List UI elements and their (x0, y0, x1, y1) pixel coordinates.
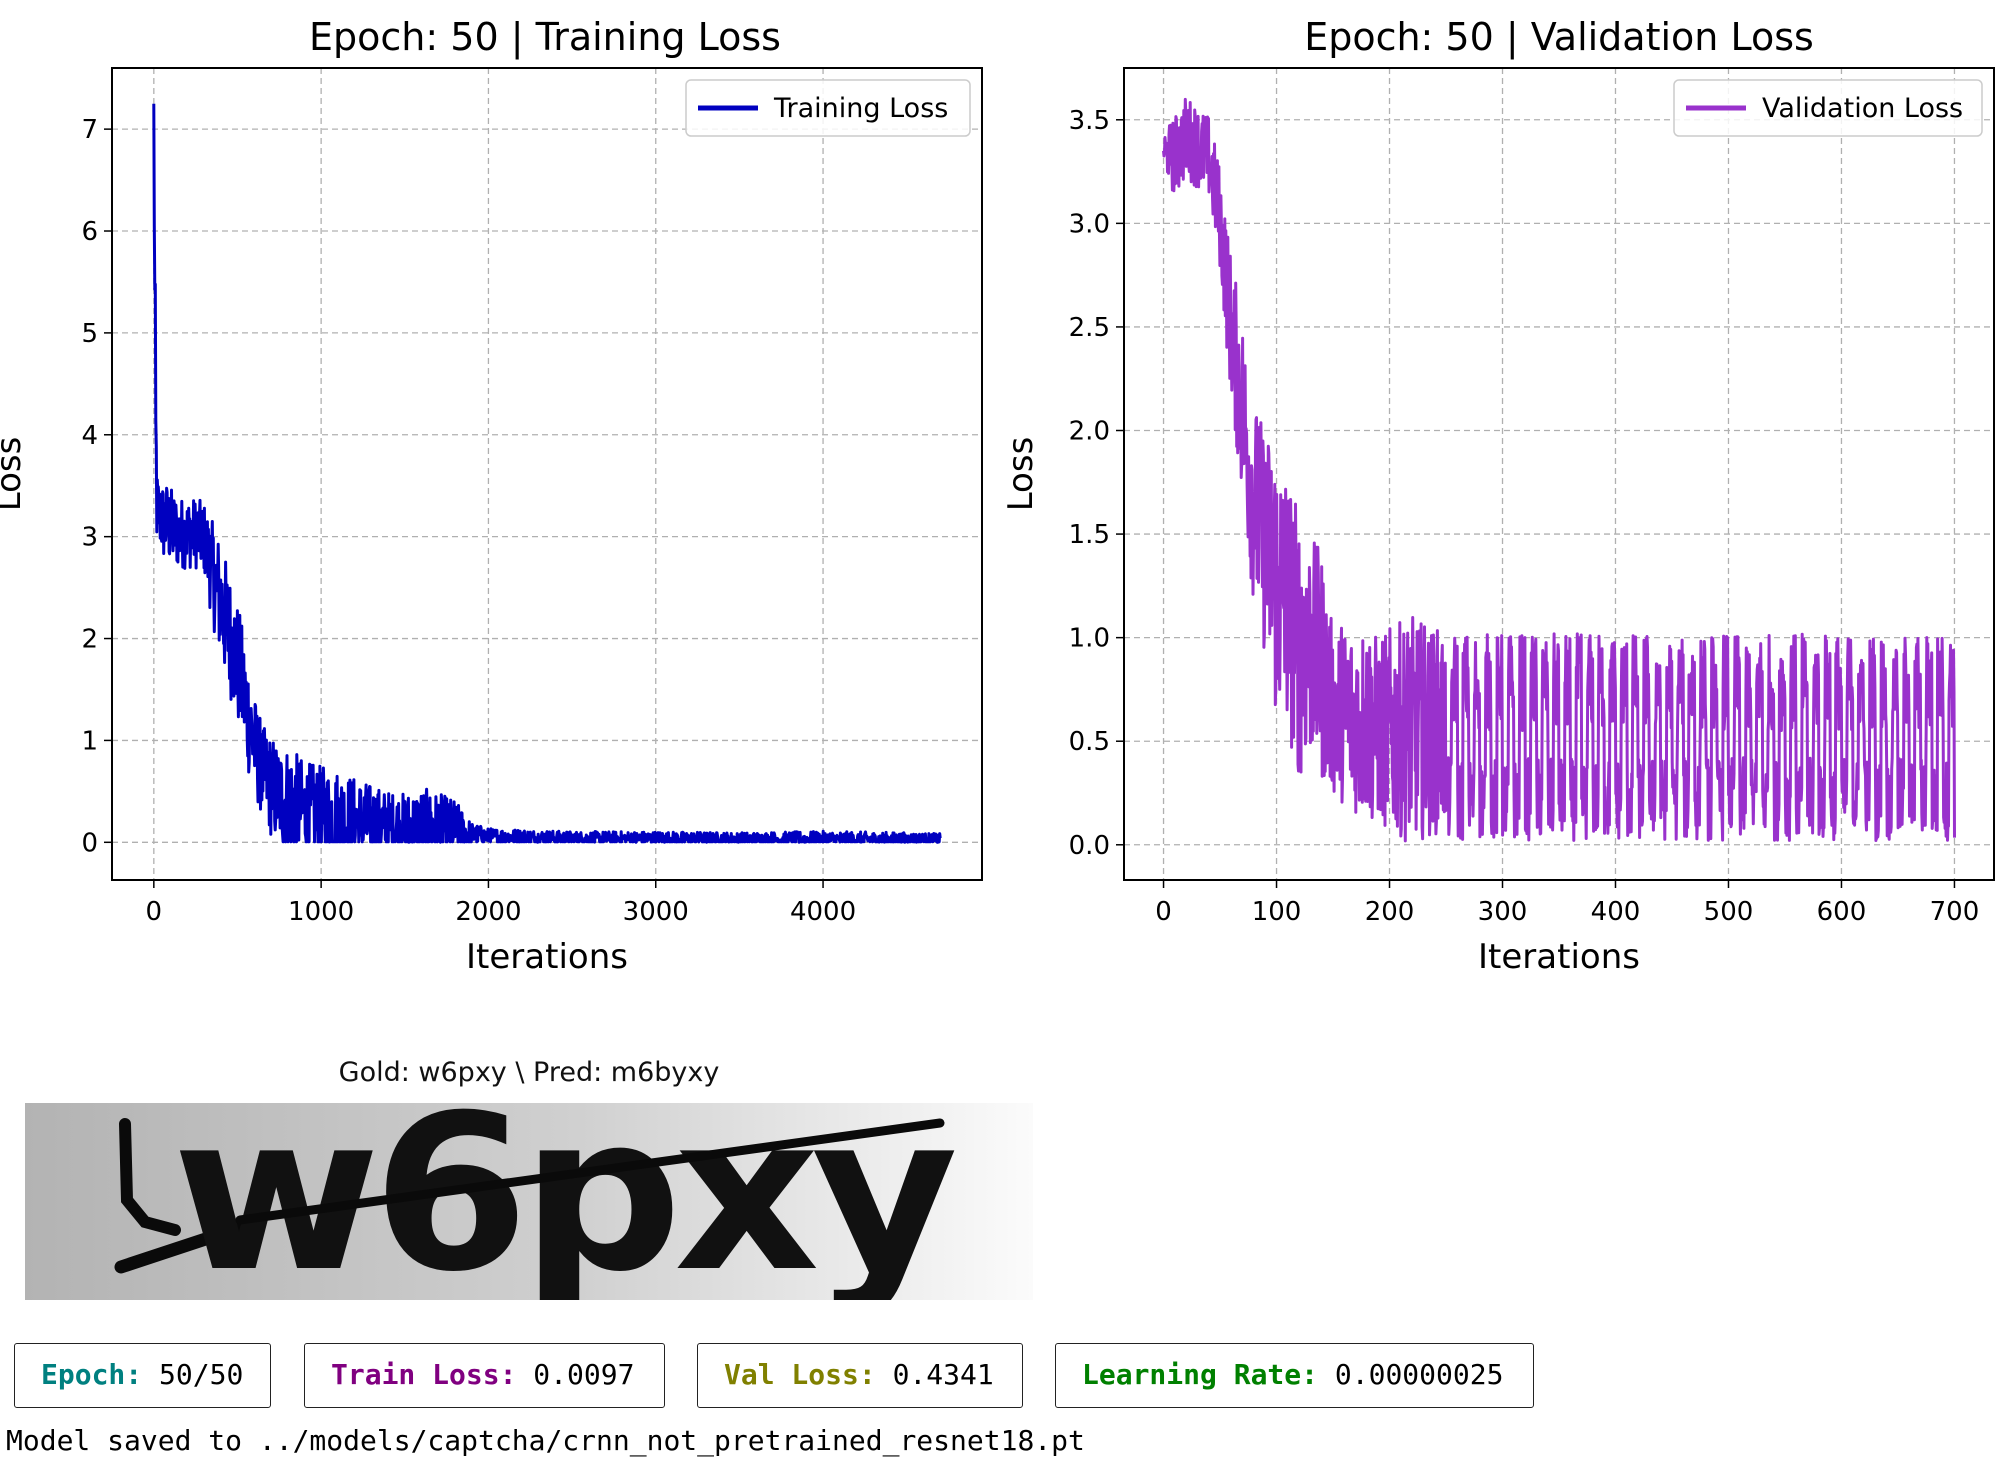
y-tick-label: 0.5 (1069, 727, 1110, 757)
captcha-noise-stroke (119, 1118, 181, 1236)
x-tick-label: 0 (146, 897, 163, 927)
x-tick-label: 500 (1704, 897, 1754, 927)
train-loss-stat-box: Train Loss: 0.0097 (304, 1343, 665, 1408)
captcha-caption: Gold: w6pxy \ Pred: m6byxy (339, 1057, 720, 1088)
training-loss-chart: 0 1000 2000 3000 4000 0 1 2 3 4 5 6 7 Epoch: 50 | Tra… (0, 15, 983, 977)
y-axis-label: Loss (0, 437, 29, 512)
y-tick-label: 1.0 (1069, 624, 1110, 654)
captcha-text: w6pxy (172, 1068, 955, 1300)
epoch-key: Epoch: (41, 1358, 143, 1391)
y-tick-label: 3 (81, 523, 98, 553)
x-tick-label: 700 (1930, 897, 1980, 927)
y-tick-label: 1.5 (1069, 520, 1110, 550)
legend-box (1673, 79, 1983, 137)
y-tick-label: 0.0 (1069, 831, 1110, 861)
val-loss-stat-box: Val Loss: 0.4341 (697, 1343, 1023, 1408)
x-tick-label: 200 (1365, 897, 1415, 927)
y-tick-label: 7 (81, 115, 98, 145)
train-loss-key: Train Loss: (331, 1358, 517, 1391)
x-tick-label: 3000 (623, 897, 689, 927)
val-loss-key: Val Loss: (724, 1358, 876, 1391)
captcha-strike-line (235, 1118, 945, 1225)
series-line (1162, 97, 1956, 843)
epoch-value: 50/50 (142, 1358, 244, 1391)
validation-loss-chart: 0 100 200 300 400 500 600 700 0.0 0.5 1.0 1.5 2.0 2.5… (1001, 15, 1995, 977)
learning-rate-key: Learning Rate: (1082, 1358, 1319, 1391)
y-tick-label: 5 (81, 319, 98, 349)
x-tick-label: 300 (1478, 897, 1528, 927)
x-tick-label: 1000 (288, 897, 354, 927)
y-tick-label: 3.0 (1069, 209, 1110, 239)
chart-title: Epoch: 50 | Validation Loss (1304, 15, 1814, 60)
learning-rate-value: 0.00000025 (1318, 1358, 1504, 1391)
legend-label: Training Loss (773, 93, 948, 124)
x-axis-label: Iterations (466, 937, 628, 977)
y-axis-label: Loss (1001, 437, 1041, 512)
captcha-noise-stroke (114, 1219, 252, 1274)
x-axis-label: Iterations (1478, 937, 1640, 977)
legend-label: Validation Loss (1762, 93, 1963, 124)
train-loss-value: 0.0097 (516, 1358, 635, 1391)
plot-frame (1123, 67, 1995, 881)
y-tick-label: 6 (81, 217, 98, 247)
y-tick-label: 2.0 (1069, 417, 1110, 447)
y-tick-label: 0 (81, 828, 98, 858)
val-loss-value: 0.4341 (875, 1358, 994, 1391)
y-tick-label: 2.5 (1069, 313, 1110, 343)
legend-box (685, 79, 971, 137)
learning-rate-stat-box: Learning Rate: 0.00000025 (1055, 1343, 1534, 1408)
x-tick-label: 2000 (455, 897, 521, 927)
y-tick-label: 3.5 (1069, 106, 1110, 136)
y-tick-label: 2 (81, 625, 98, 655)
chart-title: Epoch: 50 | Training Loss (309, 15, 781, 60)
captcha-sample-panel: Gold: w6pxy \ Pred: m6byxy w6pxy (25, 1050, 1033, 1300)
x-tick-label: 600 (1817, 897, 1867, 927)
save-log-message: Model saved to ../models/captcha/crnn_no… (6, 1424, 1085, 1457)
plot-frame (111, 67, 983, 881)
y-tick-label: 4 (81, 421, 98, 451)
x-tick-label: 0 (1155, 897, 1172, 927)
x-tick-label: 100 (1252, 897, 1302, 927)
y-tick-label: 1 (81, 726, 98, 756)
series-line (152, 103, 942, 844)
epoch-stat-box: Epoch: 50/50 (14, 1343, 271, 1408)
x-tick-label: 4000 (790, 897, 856, 927)
x-tick-label: 400 (1591, 897, 1641, 927)
